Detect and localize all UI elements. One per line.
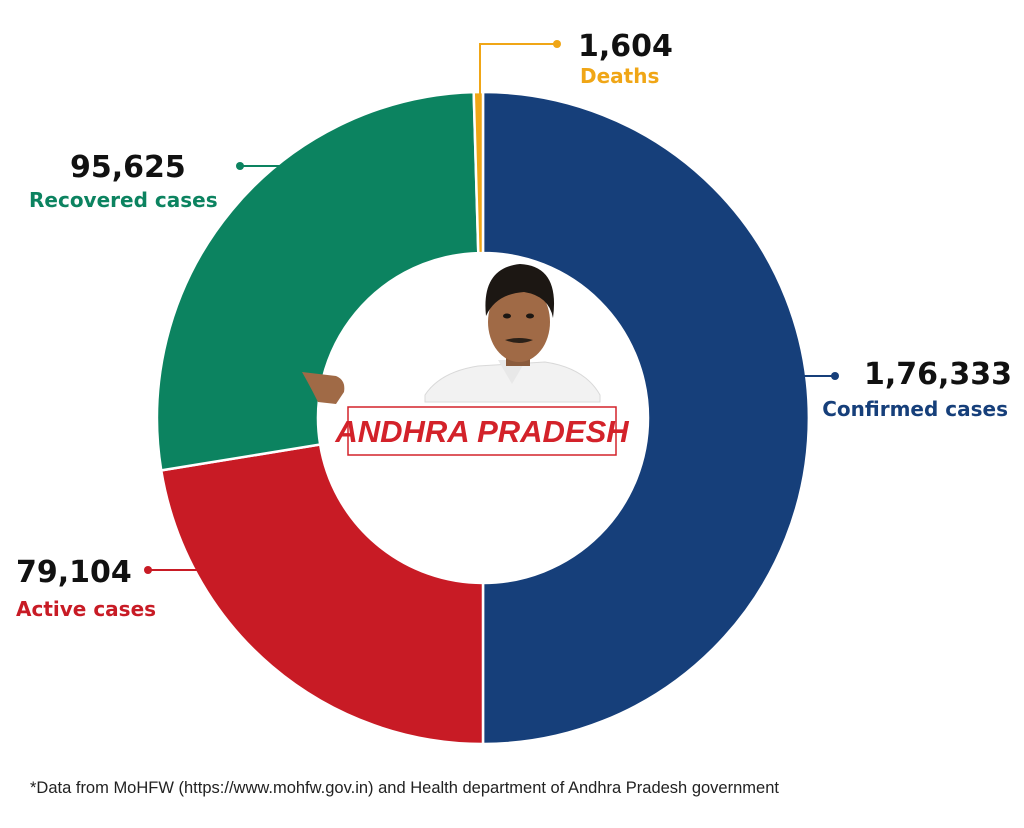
active-value: 79,104: [16, 555, 132, 590]
recovered-leader-line: [240, 165, 321, 284]
deaths-value: 1,604: [578, 29, 673, 64]
center-portrait: [302, 264, 601, 404]
recovered-value: 95,625: [70, 150, 186, 185]
deaths-leader-dot: [553, 40, 561, 48]
confirmed-label: Confirmed cases: [822, 397, 1008, 421]
confirmed-value: 1,76,333: [864, 357, 1012, 392]
recovered-leader-dot: [236, 162, 244, 170]
deaths-leader-line: [479, 43, 557, 160]
footnote: *Data from MoHFW (https://www.mohfw.gov.…: [30, 779, 779, 797]
slice-active-cases: [159, 443, 485, 746]
active-label: Active cases: [16, 597, 156, 621]
slice-confirmed-cases: [481, 90, 811, 746]
center-title: ANDHRA PRADESH: [334, 414, 629, 449]
donut-slices: [155, 90, 811, 746]
confirmed-leader-dot: [831, 372, 839, 380]
callout-lines: [144, 40, 839, 574]
recovered-label: Recovered cases: [29, 188, 218, 212]
active-leader-dot: [144, 566, 152, 574]
deaths-label: Deaths: [580, 64, 659, 88]
slice-recovered-cases: [155, 90, 480, 472]
center-title-box: [347, 406, 617, 456]
